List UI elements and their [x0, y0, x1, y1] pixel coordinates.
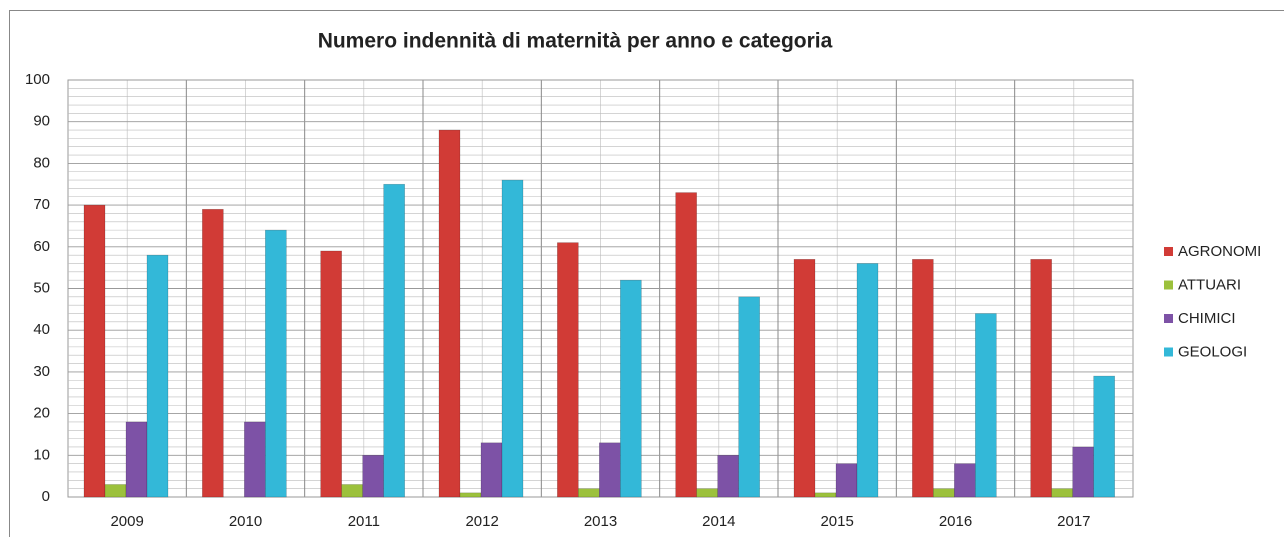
y-tick-label: 0: [42, 488, 50, 505]
bar: [697, 489, 718, 497]
bar: [147, 255, 168, 497]
y-tick-label: 60: [33, 238, 50, 255]
y-tick-label: 70: [33, 196, 50, 213]
bar: [620, 280, 641, 497]
bar: [718, 455, 739, 497]
bar: [202, 209, 223, 497]
legend-swatch: [1164, 247, 1173, 256]
legend-swatch: [1164, 348, 1173, 357]
bar: [321, 251, 342, 497]
x-tick-label: 2014: [702, 513, 735, 530]
bar: [954, 464, 975, 497]
x-tick-label: 2017: [1057, 513, 1090, 530]
bar: [836, 464, 857, 497]
bar: [126, 422, 147, 497]
legend-label: ATTUARI: [1178, 276, 1241, 293]
x-tick-label: 2011: [348, 513, 380, 530]
x-tick-label: 2016: [939, 513, 972, 530]
bar: [975, 314, 996, 497]
bar: [676, 193, 697, 497]
bar: [578, 489, 599, 497]
x-tick-label: 2009: [110, 513, 143, 530]
bar: [481, 443, 502, 497]
bar: [460, 493, 481, 497]
y-tick-label: 80: [33, 154, 50, 171]
bar: [599, 443, 620, 497]
bar: [1052, 489, 1073, 497]
legend-label: AGRONOMI: [1178, 243, 1261, 260]
legend-swatch: [1164, 314, 1173, 323]
bar: [857, 263, 878, 497]
bar: [1073, 447, 1094, 497]
chart-title: Numero indennità di maternità per anno e…: [318, 30, 833, 53]
x-tick-label: 2015: [820, 513, 853, 530]
y-tick-label: 40: [33, 321, 50, 338]
y-tick-label: 10: [33, 446, 50, 463]
bar: [739, 297, 760, 497]
y-tick-label: 20: [33, 405, 50, 422]
bar: [265, 230, 286, 497]
y-tick-label: 90: [33, 113, 50, 130]
bar: [384, 184, 405, 497]
y-tick-label: 30: [33, 363, 50, 380]
bar: [342, 484, 363, 497]
legend-label: CHIMICI: [1178, 310, 1236, 327]
y-tick-label: 50: [33, 279, 50, 296]
bar: [1031, 259, 1052, 497]
x-tick-label: 2010: [229, 513, 262, 530]
y-tick-label: 100: [25, 71, 50, 88]
bar: [912, 259, 933, 497]
bar: [815, 493, 836, 497]
bar: [933, 489, 954, 497]
bar: [105, 484, 126, 497]
legend-swatch: [1164, 281, 1173, 290]
x-tick-label: 2013: [584, 513, 617, 530]
bar: [439, 130, 460, 497]
bar: [1094, 376, 1115, 497]
bar: [794, 259, 815, 497]
legend-label: GEOLOGI: [1178, 343, 1247, 360]
bar: [244, 422, 265, 497]
x-tick-label: 2012: [465, 513, 498, 530]
bar: [502, 180, 523, 497]
bar: [84, 205, 105, 497]
bar: [557, 243, 578, 497]
bar: [363, 455, 384, 497]
